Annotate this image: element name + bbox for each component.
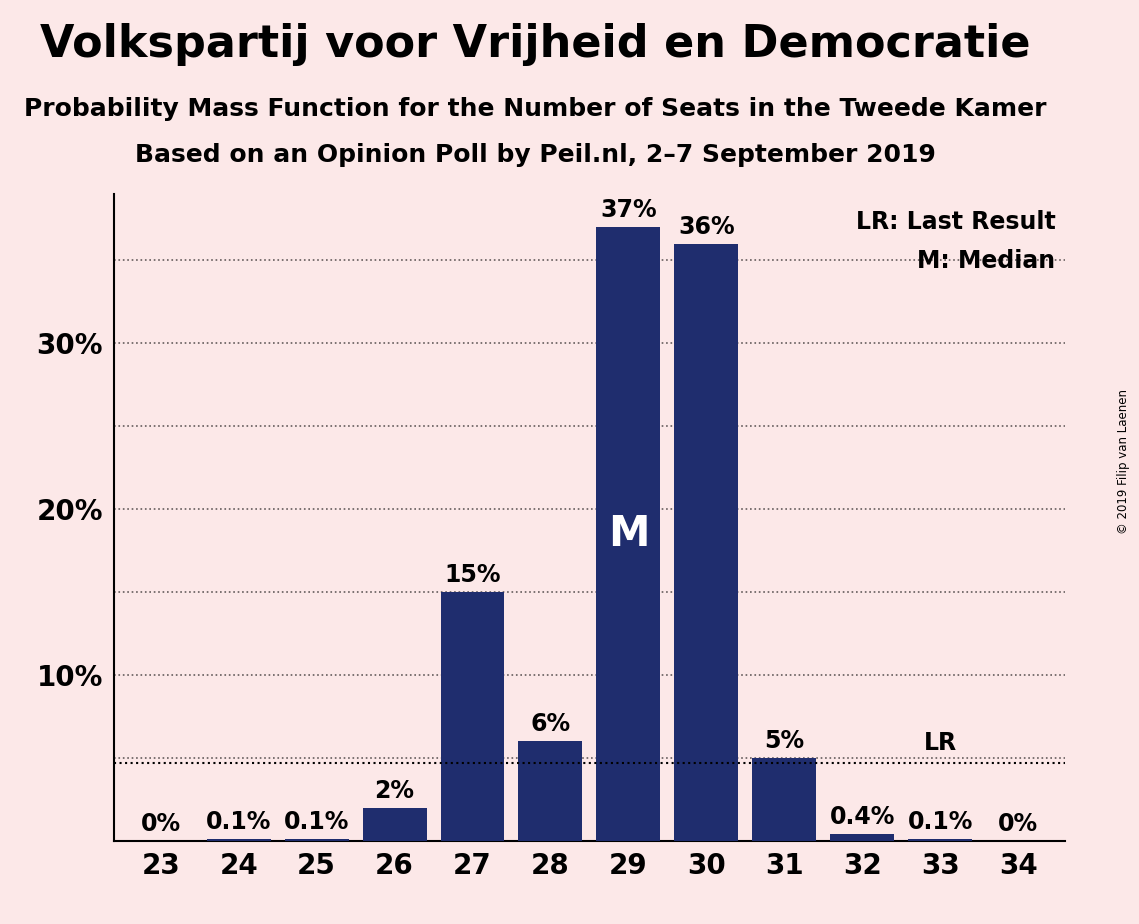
Text: 5%: 5% (764, 729, 804, 753)
Text: Volkspartij voor Vrijheid en Democratie: Volkspartij voor Vrijheid en Democratie (40, 23, 1031, 67)
Text: 0.4%: 0.4% (829, 805, 895, 829)
Text: M: M (608, 513, 649, 555)
Text: 6%: 6% (531, 712, 571, 736)
Text: © 2019 Filip van Laenen: © 2019 Filip van Laenen (1117, 390, 1130, 534)
Bar (830, 834, 894, 841)
Text: LR: Last Result: LR: Last Result (855, 211, 1056, 234)
Text: 0%: 0% (140, 812, 181, 836)
Bar (285, 839, 349, 841)
Text: LR: LR (924, 731, 957, 755)
Text: 36%: 36% (678, 214, 735, 238)
Text: 0.1%: 0.1% (206, 810, 271, 834)
Bar (362, 808, 426, 841)
Bar (674, 244, 738, 841)
Text: 15%: 15% (444, 563, 501, 587)
Text: 2%: 2% (375, 779, 415, 803)
Text: 0.1%: 0.1% (908, 810, 973, 834)
Text: Probability Mass Function for the Number of Seats in the Tweede Kamer: Probability Mass Function for the Number… (24, 97, 1047, 121)
Bar (206, 839, 271, 841)
Bar (753, 758, 817, 841)
Text: 37%: 37% (600, 199, 657, 223)
Text: M: Median: M: Median (917, 249, 1056, 273)
Bar (908, 839, 973, 841)
Text: 0%: 0% (998, 812, 1039, 836)
Text: 0.1%: 0.1% (284, 810, 350, 834)
Text: Based on an Opinion Poll by Peil.nl, 2–7 September 2019: Based on an Opinion Poll by Peil.nl, 2–7… (134, 143, 936, 167)
Bar (597, 227, 661, 841)
Bar (441, 592, 505, 841)
Bar (518, 741, 582, 841)
